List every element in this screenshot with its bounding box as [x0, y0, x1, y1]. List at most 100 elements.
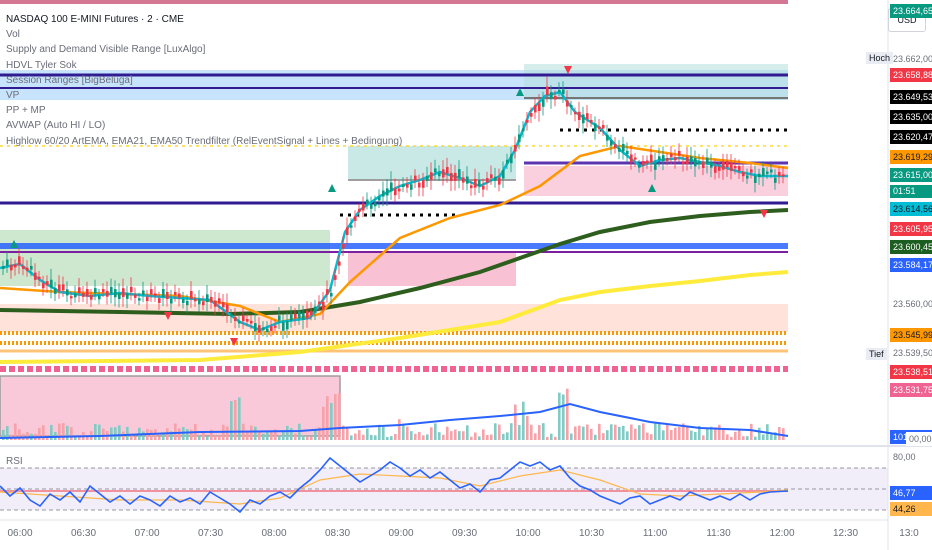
volume-bar — [282, 431, 285, 440]
legend-item[interactable]: Supply and Demand Visible Range [LuxAlgo… — [6, 44, 206, 56]
legend-item[interactable]: Highlow 60/20 ArtEMA, EMA21, EMA50 Trend… — [6, 135, 403, 147]
volume-bar — [50, 424, 53, 440]
candle-body — [266, 328, 269, 333]
volume-bar — [434, 423, 437, 440]
candle-body — [714, 166, 717, 173]
candle-body — [566, 100, 569, 107]
candle-body — [526, 120, 529, 123]
buy-signal-marker — [10, 240, 18, 248]
candle-body — [334, 275, 337, 280]
candle-body — [38, 276, 41, 280]
volume-bar — [398, 419, 401, 440]
candle-body — [554, 95, 557, 100]
candle-body — [206, 294, 209, 303]
candle-body — [618, 148, 621, 152]
candle-body — [130, 286, 133, 293]
candle-body — [734, 166, 737, 169]
volume-bar — [694, 432, 697, 440]
volume-bar — [730, 436, 733, 440]
candle-body — [66, 289, 69, 296]
legend-item[interactable]: Vol — [6, 29, 20, 41]
volume-bar — [650, 434, 653, 440]
legend-item[interactable]: PP + MP — [6, 105, 46, 117]
legend-item[interactable]: HDVL Tyler Sok — [6, 59, 77, 71]
volume-bar — [658, 423, 661, 440]
volume-bar — [514, 404, 517, 440]
candle-body — [250, 320, 253, 324]
volume-bar — [538, 425, 541, 440]
volume-bar — [654, 423, 657, 440]
volume-bar — [330, 402, 333, 440]
volume-bar — [130, 434, 133, 440]
volume-bar — [510, 423, 513, 440]
candle-body — [318, 301, 321, 304]
candle-body — [406, 184, 409, 188]
volume-bar — [354, 433, 357, 440]
volume-bar — [234, 399, 237, 440]
candle-body — [26, 267, 29, 271]
time-tick-label: 07:30 — [197, 528, 224, 539]
symbol-title[interactable]: NASDAQ 100 E-MINI Futures · 2 · CME — [6, 14, 184, 25]
candle-body — [738, 166, 741, 171]
legend-item[interactable]: AVWAP (Auto HI / LO) — [6, 120, 106, 132]
volume-bar — [18, 429, 21, 440]
candle-body — [390, 182, 393, 192]
candle-body — [422, 180, 425, 188]
candle-body — [438, 172, 441, 177]
volume-bar — [6, 426, 9, 440]
candle-body — [454, 172, 457, 181]
candle-body — [126, 293, 129, 299]
candle-body — [278, 315, 281, 321]
legend-item[interactable]: VP — [6, 90, 20, 102]
candle-body — [154, 293, 157, 296]
volume-bar — [698, 425, 701, 440]
volume-bar — [706, 427, 709, 440]
volume-bar — [198, 435, 201, 440]
candle-body — [6, 259, 9, 266]
volume-bar — [426, 434, 429, 440]
volume-bar — [606, 430, 609, 440]
volume-bar — [438, 432, 441, 440]
volume-bar — [250, 425, 253, 440]
candle-body — [674, 157, 677, 161]
candle-body — [570, 105, 573, 108]
candle-body — [258, 325, 261, 333]
candle-body — [310, 311, 313, 316]
candle-body — [270, 326, 273, 331]
ema-slow-line — [0, 208, 789, 317]
volume-bar — [178, 428, 181, 440]
volume-bar — [318, 427, 321, 440]
volume-bar — [462, 431, 465, 440]
volume-bar — [774, 432, 777, 440]
candle-body — [74, 293, 77, 298]
volume-bar — [630, 424, 633, 440]
candle-body — [418, 182, 421, 188]
volume-bar — [486, 435, 489, 440]
volume-bar — [742, 436, 745, 440]
volume-bar — [358, 430, 361, 440]
candle-body — [298, 311, 301, 318]
candle-body — [474, 178, 477, 188]
time-tick-label: 12:00 — [769, 528, 795, 539]
volume-bar — [614, 424, 617, 440]
price-tag: 23.538,51 — [890, 365, 932, 379]
candle-body — [710, 161, 713, 168]
price-tag: 23.615,00 — [890, 168, 932, 182]
candle-body — [246, 319, 249, 322]
candle-body — [758, 173, 761, 178]
candle-body — [94, 288, 97, 294]
rsi-value-tag: 46,77 — [890, 486, 932, 500]
candle-body — [774, 177, 777, 183]
volume-bar — [710, 426, 713, 440]
volume-bar — [758, 427, 761, 440]
candle-body — [562, 89, 565, 95]
volume-bar — [270, 430, 273, 440]
price-tag: 23.605,95 — [890, 222, 932, 236]
candle-body — [182, 299, 185, 304]
legend-item[interactable]: Session Ranges [BigBeluga] — [6, 74, 133, 86]
candle-body — [782, 174, 785, 177]
candle-body — [394, 188, 397, 196]
rsi-pane-label[interactable]: RSI — [6, 456, 23, 467]
volume-bar — [722, 428, 725, 440]
